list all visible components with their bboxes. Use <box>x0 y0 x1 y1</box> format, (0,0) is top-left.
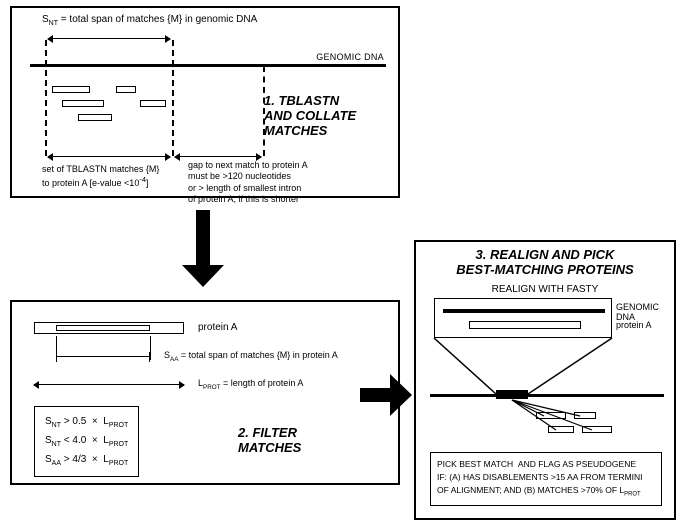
dashed-line <box>172 40 174 156</box>
genomic-dna-label-p3: GENOMIC DNA <box>616 302 674 322</box>
match-set-span <box>48 156 170 157</box>
match-box <box>62 100 104 107</box>
panel1-heading: 1. TBLASTNAND COLLATEMATCHES <box>264 94 384 139</box>
lprot-label: LPROT = length of protein A <box>198 378 303 391</box>
flow-arrow-down <box>196 210 210 265</box>
match-fan-lines <box>416 394 678 454</box>
panel-filter: protein A SAA = total span of matches {M… <box>10 300 400 485</box>
panel-realign: 3. REALIGN AND PICKBEST-MATCHING PROTEIN… <box>414 240 676 520</box>
panel-tblastn: SNT = total span of matches {M} in genom… <box>10 6 400 198</box>
dashed-line <box>45 40 47 156</box>
fasty-zoom-box <box>434 298 612 338</box>
saa-span <box>56 356 150 357</box>
vline <box>150 336 151 360</box>
protein-a-label: protein A <box>198 322 237 333</box>
snt-span-arrow <box>48 38 170 39</box>
snt-label: SNT = total span of matches {M} in genom… <box>42 14 302 27</box>
filter-rules-box: SNT > 0.5 × LPROT SNT < 4.0 × LPROT SAA … <box>34 406 139 477</box>
gap-caption: gap to next match to protein Amust be >1… <box>188 160 368 205</box>
saa-label: SAA = total span of matches {M} in prote… <box>164 350 338 363</box>
protein-a-segment <box>469 321 581 329</box>
match-span-bar <box>56 325 150 331</box>
match-box <box>140 100 166 107</box>
protein-a-label-p3: protein A <box>616 320 652 330</box>
genomic-dna-segment <box>443 309 605 313</box>
gap-span <box>175 156 261 157</box>
match-box <box>78 114 112 121</box>
realign-subheading: REALIGN WITH FASTY <box>416 284 674 295</box>
match-box <box>116 86 136 93</box>
genomic-dna-line <box>30 64 386 67</box>
lprot-span <box>34 384 184 385</box>
panel2-heading: 2. FILTERMATCHES <box>238 426 358 456</box>
match-box <box>52 86 90 93</box>
flow-arrow-right <box>360 388 390 402</box>
genomic-dna-label: GENOMIC DNA <box>316 52 384 62</box>
panel3-heading: 3. REALIGN AND PICKBEST-MATCHING PROTEIN… <box>416 248 674 278</box>
pick-best-match-text: PICK BEST MATCH AND FLAG AS PSEUDOGENE I… <box>430 452 662 506</box>
tblastn-caption: set of TBLASTN matches {M}to protein A [… <box>42 164 182 190</box>
